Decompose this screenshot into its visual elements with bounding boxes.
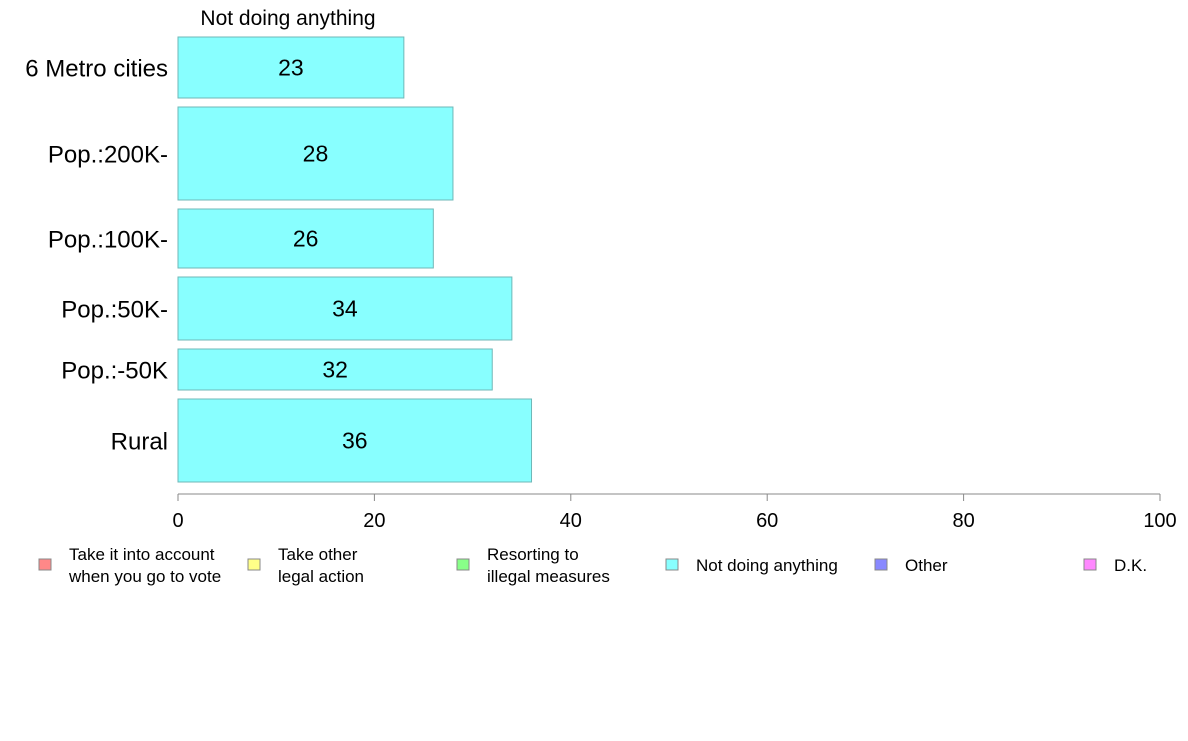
- bar: [177, 398, 533, 483]
- category-label: Rural: [111, 429, 168, 456]
- x-tick-label: 100: [1143, 510, 1176, 532]
- legend-label: D.K.: [1114, 556, 1147, 575]
- legend-swatch: [665, 558, 679, 571]
- legend-swatch: [456, 558, 470, 571]
- category-label: 6 Metro cities: [25, 56, 168, 83]
- legend-label: Not doing anything: [696, 556, 838, 575]
- legend-label: legal action: [278, 567, 364, 586]
- category-label: Pop.:200K-: [48, 142, 168, 169]
- bar: [177, 36, 405, 99]
- data-label: 28: [303, 141, 329, 167]
- x-tick-label: 20: [363, 510, 385, 532]
- data-label: 36: [342, 428, 368, 454]
- legend-label: Take other: [278, 545, 358, 564]
- legend-label: when you go to vote: [68, 567, 221, 586]
- legend-label: illegal measures: [487, 567, 610, 586]
- bar: [177, 208, 434, 269]
- legend-swatch: [38, 558, 52, 571]
- legend-swatch: [874, 558, 888, 571]
- legend-label: Other: [905, 556, 948, 575]
- x-tick-label: 80: [952, 510, 974, 532]
- x-tick-label: 0: [172, 510, 183, 532]
- bar: [177, 276, 513, 341]
- category-label: Pop.:-50K: [61, 358, 168, 385]
- data-label: 26: [293, 226, 319, 252]
- legend-swatch: [1083, 558, 1097, 571]
- data-label: 23: [278, 55, 304, 81]
- legend-label: Resorting to: [487, 545, 579, 564]
- bar: [177, 106, 454, 201]
- data-label: 32: [322, 357, 348, 383]
- data-label: 34: [332, 296, 358, 322]
- category-label: Pop.:100K-: [48, 227, 168, 254]
- legend-swatch: [247, 558, 261, 571]
- bar: [177, 348, 493, 391]
- x-tick-label: 40: [560, 510, 582, 532]
- chart-title: Not doing anything: [200, 7, 375, 30]
- x-tick-label: 60: [756, 510, 778, 532]
- legend-label: Take it into account: [69, 545, 215, 564]
- category-label: Pop.:50K-: [61, 297, 168, 324]
